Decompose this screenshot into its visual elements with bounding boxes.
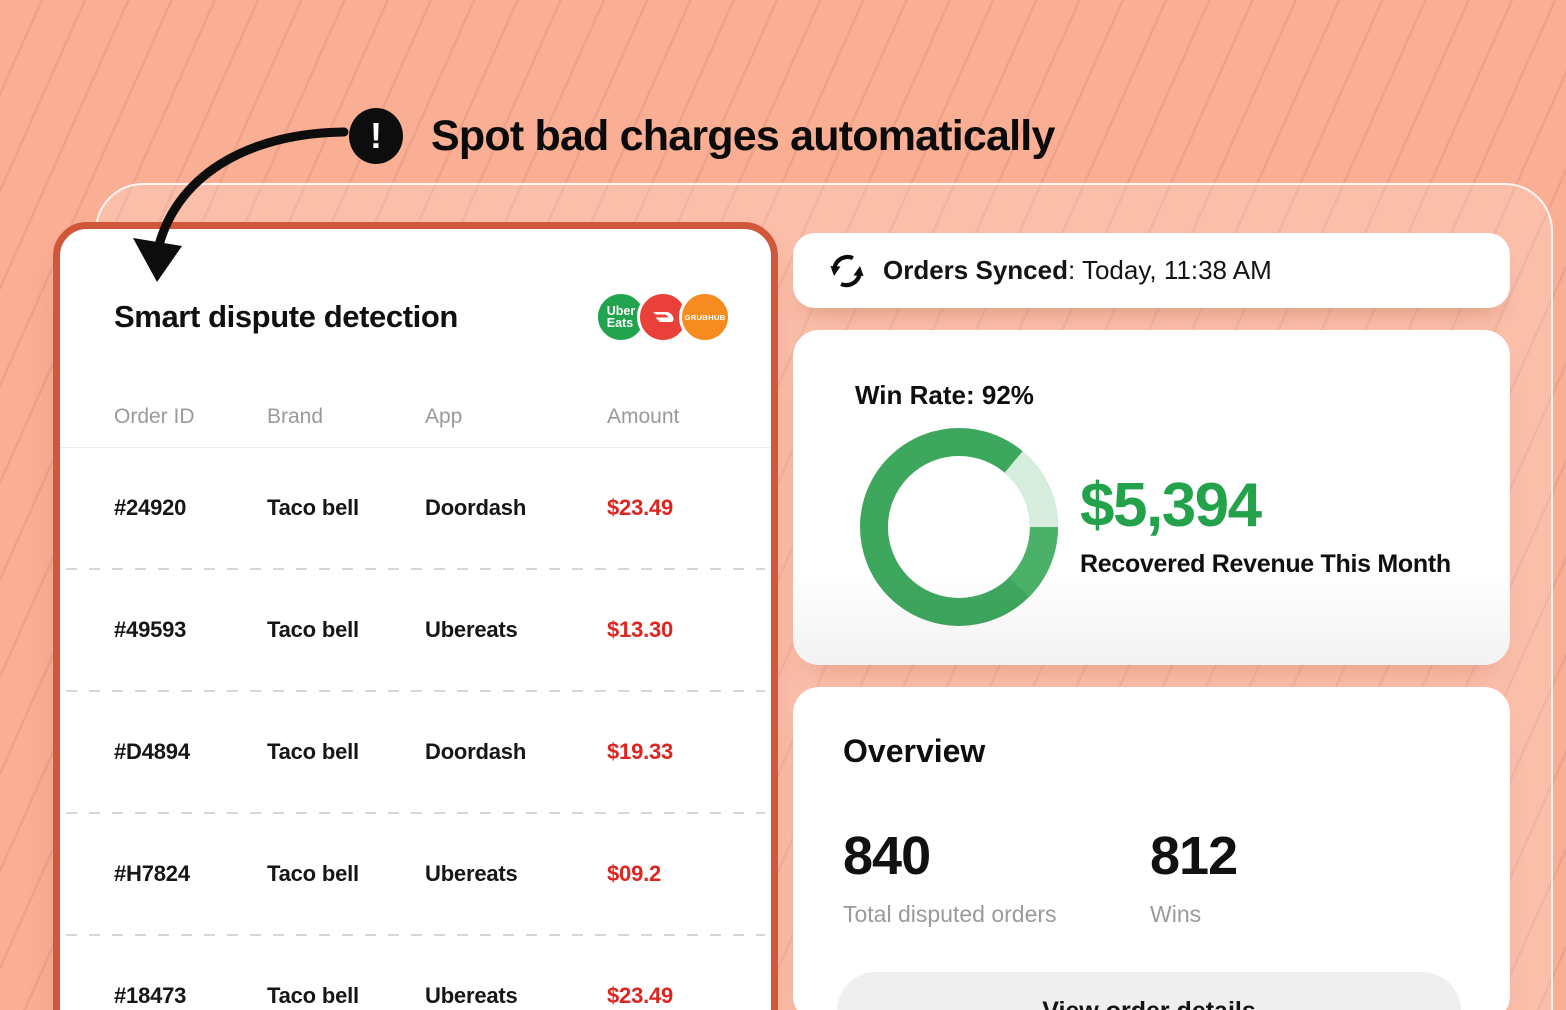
sync-icon	[830, 254, 864, 287]
cell-brand: Taco bell	[267, 983, 359, 1008]
table-row: #H7824 Taco bell Ubereats $09.2	[60, 814, 771, 934]
row-divider	[66, 568, 765, 570]
table-row: #18473 Taco bell Ubereats $23.49	[60, 936, 771, 1010]
cell-amount: $23.49	[607, 495, 674, 520]
cell-order-id: #18473	[114, 983, 187, 1008]
cell-app: Ubereats	[425, 617, 518, 642]
dispute-card-title: Smart dispute detection	[114, 299, 458, 334]
row-divider	[66, 690, 765, 692]
cell-amount: $09.2	[607, 861, 662, 886]
orders-synced-bar: Orders Synced: Today, 11:38 AM	[793, 233, 1510, 308]
smart-dispute-card: Smart dispute detection Uber Eats GRUBHU…	[53, 222, 778, 1010]
col-header-amount: Amount	[607, 405, 680, 428]
grubhub-icon: GRUBHUB	[679, 291, 731, 343]
orders-synced-label: Orders Synced	[883, 255, 1068, 285]
view-order-details-button[interactable]: View order details	[837, 972, 1461, 1010]
cell-order-id: #H7824	[114, 861, 190, 886]
stat-wins-value: 812	[1150, 826, 1238, 886]
col-header-order-id: Order ID	[114, 405, 195, 428]
stat-wins: 812 Wins	[1150, 825, 1238, 928]
annotation-arrow	[133, 127, 349, 282]
orders-synced-value: : Today, 11:38 AM	[1067, 255, 1272, 285]
uber-eats-label-line2: Eats	[606, 316, 634, 330]
table-header-row: Order ID Brand App Amount	[60, 405, 771, 429]
table-row: #49593 Taco bell Ubereats $13.30	[60, 570, 771, 690]
recovered-revenue-amount: $5,394	[1080, 471, 1262, 540]
cell-app: Ubereats	[425, 983, 518, 1008]
cell-amount: $23.49	[607, 983, 674, 1008]
cell-brand: Taco bell	[267, 861, 359, 886]
win-rate-title: Win Rate: 92%	[855, 380, 1034, 410]
cell-amount: $13.30	[607, 617, 674, 642]
overview-title: Overview	[843, 733, 986, 769]
stat-total-disputed: 840 Total disputed orders	[843, 825, 1057, 928]
table-row: #D4894 Taco bell Doordash $19.33	[60, 692, 771, 812]
alert-glyph: !	[370, 115, 382, 156]
cell-app: Doordash	[425, 495, 527, 520]
dispute-table: #24920 Taco bell Doordash $23.49 #49593 Taco …	[60, 448, 771, 1010]
col-header-brand: Brand	[267, 405, 324, 428]
cell-app: Ubereats	[425, 861, 518, 886]
doordash-wing-glyph	[653, 312, 674, 322]
uber-eats-label-line1: Uber	[606, 304, 636, 318]
cell-order-id: #24920	[114, 495, 187, 520]
cell-brand: Taco bell	[267, 617, 359, 642]
table-header-divider	[60, 447, 771, 448]
row-divider	[66, 812, 765, 814]
cell-order-id: #D4894	[114, 739, 190, 764]
win-rate-donut-chart	[860, 428, 1058, 626]
stat-total-disputed-value: 840	[843, 826, 931, 886]
alert-icon: !	[349, 108, 403, 164]
orders-synced-text: Orders Synced: Today, 11:38 AM	[883, 255, 1272, 286]
col-header-app: App	[425, 405, 463, 428]
cell-app: Doordash	[425, 739, 527, 764]
cell-brand: Taco bell	[267, 739, 359, 764]
headline-block: ! Spot bad charges automatically	[349, 108, 1055, 164]
cell-brand: Taco bell	[267, 495, 359, 520]
cell-order-id: #49593	[114, 617, 187, 642]
stat-total-disputed-label: Total disputed orders	[843, 901, 1057, 927]
table-row: #24920 Taco bell Doordash $23.49	[60, 448, 771, 568]
stat-wins-label: Wins	[1150, 901, 1202, 927]
row-divider	[66, 934, 765, 936]
cell-amount: $19.33	[607, 739, 674, 764]
recovered-revenue-caption: Recovered Revenue This Month	[1080, 550, 1451, 578]
page-title: Spot bad charges automatically	[431, 111, 1055, 160]
overview-card: Overview 840 Total disputed orders 812 W…	[793, 687, 1510, 1010]
grubhub-label: GRUBHUB	[684, 312, 726, 322]
win-rate-card: Win Rate: 92% $5,394 Recovered Revenue T…	[793, 330, 1510, 665]
delivery-app-icons: Uber Eats GRUBHUB	[595, 291, 731, 343]
